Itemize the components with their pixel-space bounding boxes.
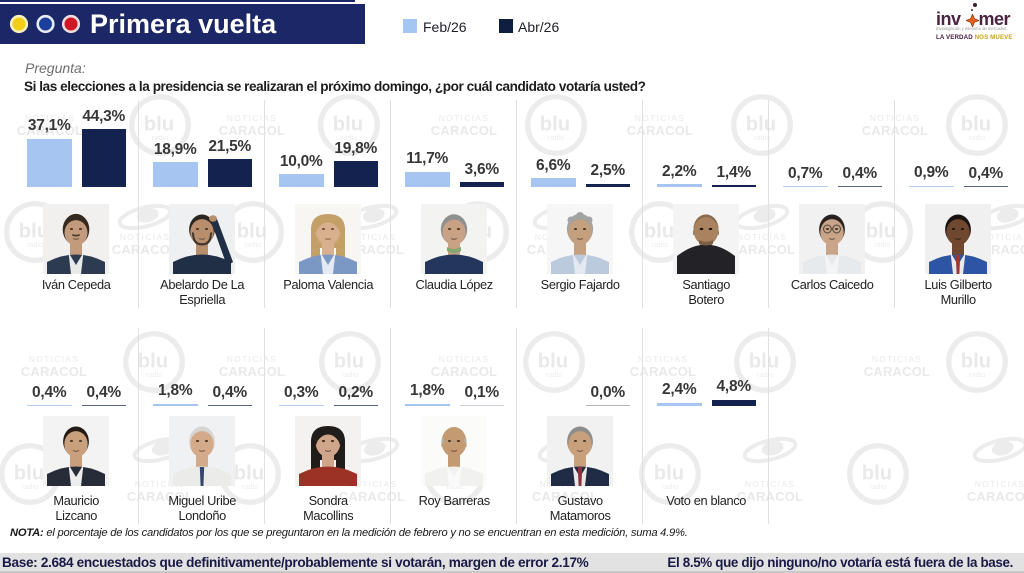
svg-text:radio: radio — [652, 240, 669, 249]
svg-text:radio: radio — [22, 482, 39, 491]
svg-text:blu: blu — [144, 113, 174, 135]
svg-text:radio: radio — [152, 133, 169, 142]
svg-text:blu: blu — [138, 350, 168, 372]
svg-text:blu: blu — [334, 350, 364, 372]
svg-text:blu: blu — [14, 462, 44, 484]
svg-text:radio: radio — [342, 370, 359, 379]
svg-text:radio: radio — [757, 370, 774, 379]
svg-text:radio: radio — [969, 133, 986, 142]
svg-text:radio: radio — [146, 370, 163, 379]
svg-text:blu: blu — [866, 220, 896, 242]
svg-text:radio: radio — [27, 240, 44, 249]
svg-text:radio: radio — [245, 240, 262, 249]
svg-text:blu: blu — [749, 350, 779, 372]
svg-text:blu: blu — [961, 113, 991, 135]
svg-text:blu: blu — [540, 113, 570, 135]
svg-text:radio: radio — [242, 482, 259, 491]
svg-text:blu: blu — [333, 113, 363, 135]
svg-text:radio: radio — [546, 370, 563, 379]
svg-text:blu: blu — [654, 462, 684, 484]
svg-text:radio: radio — [870, 482, 887, 491]
svg-text:blu: blu — [538, 350, 568, 372]
svg-text:blu: blu — [961, 350, 991, 372]
svg-text:blu: blu — [19, 220, 49, 242]
svg-text:radio: radio — [874, 240, 891, 249]
svg-text:radio: radio — [662, 482, 679, 491]
svg-text:radio: radio — [548, 133, 565, 142]
svg-text:blu: blu — [234, 462, 264, 484]
svg-text:blu: blu — [644, 220, 674, 242]
svg-text:radio: radio — [341, 133, 358, 142]
svg-text:blu: blu — [237, 220, 267, 242]
svg-text:radio: radio — [969, 370, 986, 379]
svg-text:radio: radio — [754, 133, 771, 142]
svg-text:radio: radio — [447, 482, 464, 491]
svg-text:blu: blu — [862, 462, 892, 484]
